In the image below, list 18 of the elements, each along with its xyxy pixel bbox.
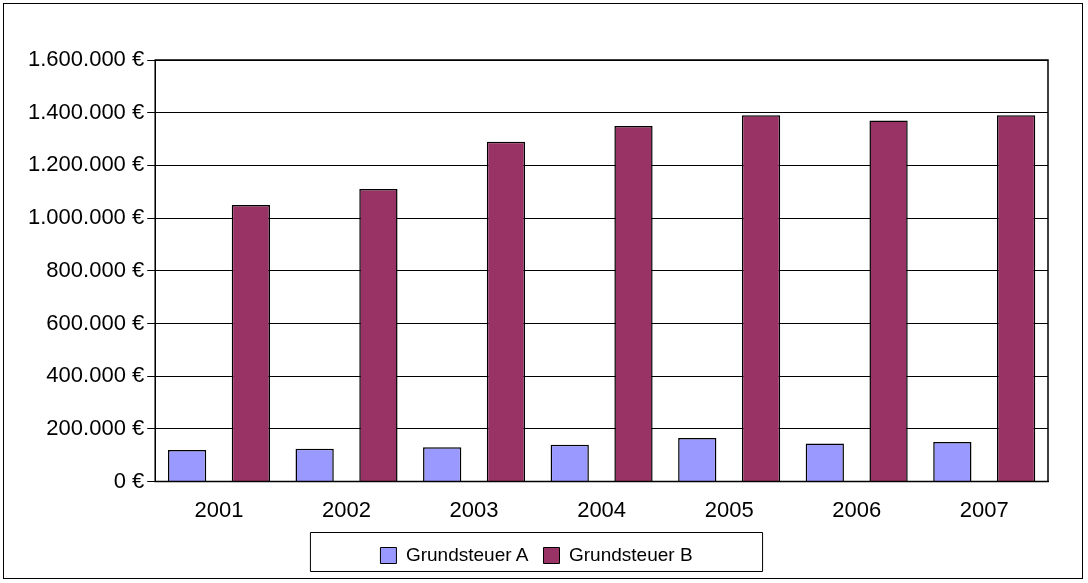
x-tick-label: 2007: [959, 496, 1009, 522]
y-tick-label: 0 €: [113, 467, 145, 493]
x-tick-label: 2001: [194, 496, 244, 522]
y-tick-label: 800.000 €: [46, 256, 145, 282]
y-tick-label: 1.000.000 €: [27, 204, 145, 230]
y-tick-label: 200.000 €: [46, 414, 145, 440]
y-tick-label: 400.000 €: [46, 362, 145, 388]
y-tick-label: 600.000 €: [46, 309, 145, 335]
legend-label: Grundsteuer B: [569, 543, 693, 565]
x-tick-label: 2006: [832, 496, 882, 522]
x-tick-label: 2004: [577, 496, 627, 522]
x-tick-label: 2003: [449, 496, 499, 522]
legend-label: Grundsteuer A: [405, 543, 529, 565]
y-tick-label: 1.200.000 €: [27, 151, 145, 177]
x-tick-label: 2002: [322, 496, 372, 522]
y-tick-label: 1.400.000 €: [27, 98, 145, 124]
x-tick-label: 2005: [704, 496, 754, 522]
y-tick-label: 1.600.000 €: [27, 46, 145, 72]
